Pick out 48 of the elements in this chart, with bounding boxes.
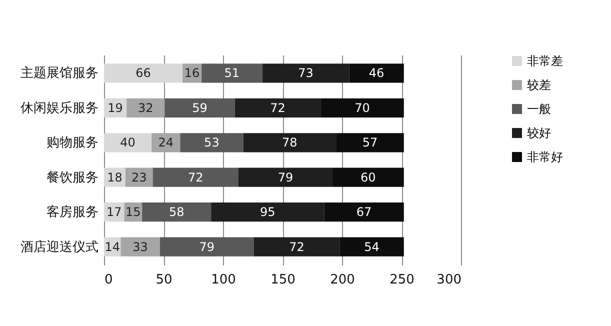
data-label: 78 xyxy=(282,136,298,150)
x-tick-label: 0 xyxy=(104,272,113,288)
data-label: 72 xyxy=(188,170,204,184)
x-tick-label: 50 xyxy=(156,272,172,288)
y-tick-label: 客房服务 xyxy=(46,204,98,220)
data-label: 19 xyxy=(108,100,123,115)
data-label: 40 xyxy=(120,136,136,150)
data-label: 16 xyxy=(184,66,200,80)
data-label: 15 xyxy=(126,205,141,220)
x-tick-label: 150 xyxy=(270,272,296,288)
y-tick-label: 主题展馆服务 xyxy=(20,65,98,82)
y-tick-label: 餐饮服务 xyxy=(46,170,98,186)
data-label: 95 xyxy=(260,205,276,220)
data-label: 17 xyxy=(106,205,122,220)
data-label: 72 xyxy=(270,100,286,115)
legend-label: 较差 xyxy=(527,78,551,92)
x-tick-label: 250 xyxy=(390,272,414,288)
data-label: 54 xyxy=(364,240,380,254)
legend-label: 非常差 xyxy=(527,54,563,68)
data-label: 14 xyxy=(104,240,120,254)
x-tick-label: 300 xyxy=(436,272,462,288)
data-label: 59 xyxy=(192,100,208,115)
data-label: 67 xyxy=(356,205,372,220)
data-label: 58 xyxy=(168,205,184,220)
data-label: 53 xyxy=(204,136,220,150)
y-tick-label: 酒店迎送仪式 xyxy=(20,238,98,255)
data-label: 33 xyxy=(132,240,148,254)
data-label: 57 xyxy=(362,136,378,150)
data-label: 73 xyxy=(298,66,314,80)
y-tick-label: 休闲娱乐服务 xyxy=(20,100,98,116)
legend-label: 非常好 xyxy=(527,150,563,164)
data-label: 46 xyxy=(368,66,384,80)
legend-label: 较好 xyxy=(527,126,551,140)
data-label: 79 xyxy=(199,240,215,254)
legend-label: 一般 xyxy=(527,102,551,116)
data-label: 24 xyxy=(158,136,174,150)
y-tick-label: 购物服务 xyxy=(46,136,98,151)
data-label: 79 xyxy=(278,170,294,184)
data-label: 70 xyxy=(354,100,370,115)
data-label: 18 xyxy=(107,170,122,184)
data-label: 72 xyxy=(289,240,304,254)
data-label: 23 xyxy=(131,170,147,184)
x-tick-label: 100 xyxy=(211,272,236,288)
data-label: 32 xyxy=(138,100,154,115)
data-label: 60 xyxy=(360,170,376,184)
data-label: 51 xyxy=(224,66,240,80)
x-tick-label: 200 xyxy=(330,272,355,288)
data-label: 66 xyxy=(136,66,151,80)
